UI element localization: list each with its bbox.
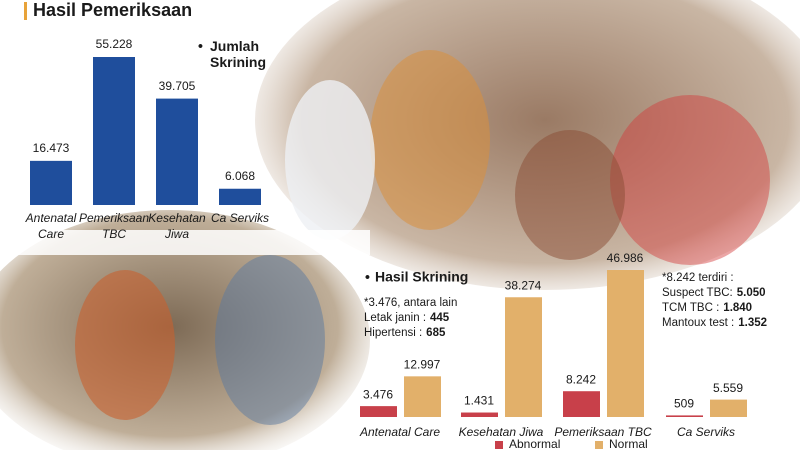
legend-bullet: • <box>198 38 203 54</box>
chart-title: Hasil Skrining <box>375 269 468 285</box>
annotation-value: 5.050 <box>737 287 766 299</box>
data-label: 1.431 <box>464 394 494 408</box>
category-label: Pemeriksaan TBC <box>79 211 149 241</box>
bar <box>93 57 135 205</box>
annotation-head: *8.242 terdiri : <box>662 272 734 284</box>
data-label: 39.705 <box>159 79 196 93</box>
bar <box>156 98 198 205</box>
annotation-line: Mantoux test : 1.352 <box>662 317 767 329</box>
annotation-label: Letak janin : <box>364 312 426 324</box>
legend-label: Normal <box>609 437 648 450</box>
annotation-line: Hipertensi : 685 <box>364 327 446 339</box>
bar <box>360 406 397 417</box>
annotation-label: Hipertensi : <box>364 327 422 339</box>
category-label: Kesehatan Jiwa <box>459 425 544 439</box>
data-label: 38.274 <box>505 278 542 292</box>
title-bullet: • <box>365 269 370 285</box>
bar <box>563 391 600 417</box>
bar <box>30 160 72 205</box>
annotation-value: 685 <box>426 327 446 339</box>
annotation-line: TCM TBC : 1.840 <box>662 302 752 314</box>
data-label: 12.997 <box>404 358 441 372</box>
bar <box>505 297 542 417</box>
annotation-value: 1.840 <box>723 302 752 314</box>
data-label: 5.559 <box>713 381 743 395</box>
data-label: 8.242 <box>566 372 596 386</box>
annotation-label: Mantoux test : <box>662 317 734 329</box>
category-label: Ca Serviks <box>677 425 735 439</box>
bar <box>219 188 261 205</box>
bar <box>461 412 498 417</box>
data-label: 3.476 <box>363 387 393 401</box>
data-label: 55.228 <box>96 37 133 51</box>
legend-swatch <box>495 441 503 449</box>
bar <box>666 415 703 417</box>
category-label: Kesehatan Jiwa <box>148 211 206 241</box>
legend-label: Abnormal <box>509 437 560 450</box>
data-label: 6.068 <box>225 169 255 183</box>
annotation-line: Letak janin : 445 <box>364 312 450 324</box>
category-label: Pemeriksaan TBC <box>554 425 652 439</box>
annotation-line: Suspect TBC: 5.050 <box>662 287 766 299</box>
category-label: Ca Serviks <box>211 211 269 225</box>
bar <box>404 376 441 417</box>
category-label: Antenatal Care <box>25 211 77 241</box>
bar <box>710 399 747 417</box>
annotation-label: TCM TBC : <box>662 302 719 314</box>
legend-swatch <box>595 441 603 449</box>
legend-label: Jumlah Skrining <box>210 38 266 70</box>
bar <box>607 270 644 417</box>
data-label: 46.986 <box>607 251 644 265</box>
annotation-value: 445 <box>430 312 450 324</box>
annotation-label: Suspect TBC: <box>662 287 733 299</box>
annotation-value: 1.352 <box>738 317 767 329</box>
data-label: 16.473 <box>33 141 70 155</box>
chart-title: Hasil Pemeriksaan <box>33 0 192 20</box>
category-label: Antenatal Care <box>359 425 440 439</box>
annotation-head: *3.476, antara lain <box>364 297 457 309</box>
data-label: 509 <box>674 397 694 411</box>
title-accent <box>24 2 27 20</box>
